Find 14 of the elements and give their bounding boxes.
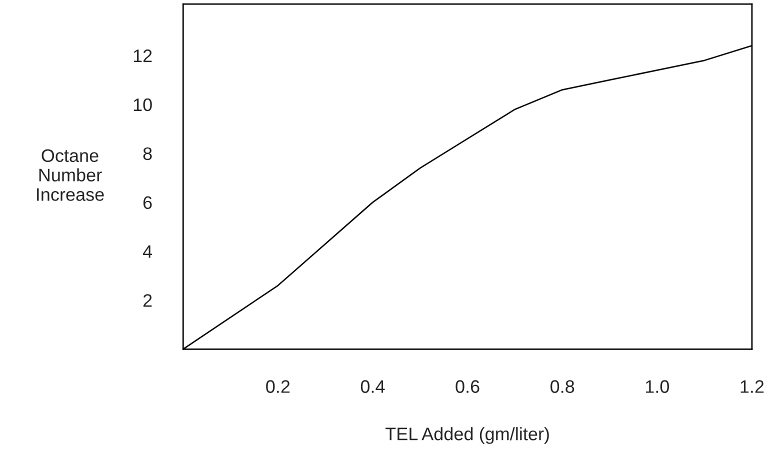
x-tick-label: 0.4 — [360, 380, 385, 393]
y-tick-label: 6 — [143, 196, 152, 210]
y-tick-label: 10 — [134, 98, 152, 112]
x-tick-label: 0.2 — [266, 380, 290, 393]
x-tick-label: 0.8 — [550, 380, 574, 393]
y-tick-label: 12 — [134, 49, 152, 62]
y-tick-label: 8 — [143, 147, 152, 160]
y-axis-title: Octane Number Increase — [37, 149, 104, 201]
x-tick-label: 1.2 — [740, 380, 764, 393]
x-axis-title: TEL Added (gm/liter) — [386, 427, 549, 444]
x-tick-label: 1.0 — [646, 380, 669, 393]
x-tick-label: 0.6 — [456, 380, 480, 393]
y-tick-label: 4 — [142, 245, 152, 258]
y-tick-label: 2 — [143, 294, 152, 307]
